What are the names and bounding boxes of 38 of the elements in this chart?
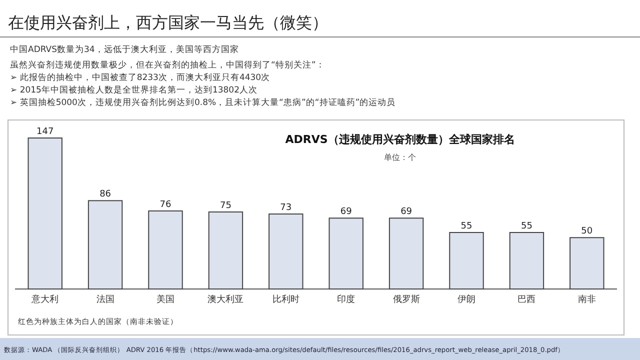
bar (570, 237, 604, 290)
bar (509, 232, 544, 290)
text: 在使用兴奋剂上，西方国家一马当先（微笑） (8, 13, 328, 32)
x-tick-label: 印度 (337, 294, 356, 305)
data-label: 50 (581, 226, 593, 237)
text: 中国ADRVS数量为34，远低于澳大利亚，美国等西方国家 (10, 44, 239, 55)
x-tick-label: 巴西 (518, 295, 536, 305)
bar (268, 214, 304, 290)
x-tick-label: 法国 (96, 294, 114, 305)
text: ➢ 2015年中国被抽检人数是全世界排名第一，达到13802人次 (10, 84, 258, 96)
bar (88, 200, 123, 290)
text: 单位：个 (384, 153, 416, 162)
data-label: 69 (340, 207, 352, 218)
bar (388, 218, 424, 290)
data-label: 69 (400, 207, 412, 218)
bar (28, 138, 62, 290)
x-tick-label: 澳大利亚 (208, 294, 244, 305)
x-tick-label: 伊朗 (458, 294, 476, 305)
chart-title: ADRVS（违规使用兴奋剂数量）全球国家排名 (285, 133, 515, 146)
data-label: 147 (36, 127, 54, 137)
x-tick-label: 比利时 (272, 294, 300, 305)
x-tick-label: 南非 (578, 294, 596, 305)
x-tick-label: 意大利 (30, 294, 59, 305)
data-label: 73 (280, 203, 292, 214)
bar (208, 211, 244, 290)
text: ➢ 此报告的抽检中，中国被查了8233次，而澳大利亚只有4430次 (10, 72, 270, 83)
data-label: 76 (160, 200, 172, 210)
bar (148, 210, 183, 290)
text: ➢ 英国抽检5000次，违规使用兴奋剂比例达到0.8%，且未计算大量“患病”的“持证嗑药”的运动员 (10, 97, 396, 108)
x-tick-label: 俄罗斯 (392, 294, 420, 305)
data-label: 55 (520, 222, 532, 232)
data-label: 75 (220, 200, 232, 211)
data-label: 86 (100, 190, 112, 200)
x-tick-label: 美国 (156, 294, 174, 305)
text: 虽然兴奋剂违规使用数量极少，但在兴奋剂的抽检上，中国得到了“特别关注”： (10, 60, 325, 70)
data-label: 55 (460, 222, 472, 232)
bar (328, 218, 364, 290)
bar (449, 232, 484, 290)
